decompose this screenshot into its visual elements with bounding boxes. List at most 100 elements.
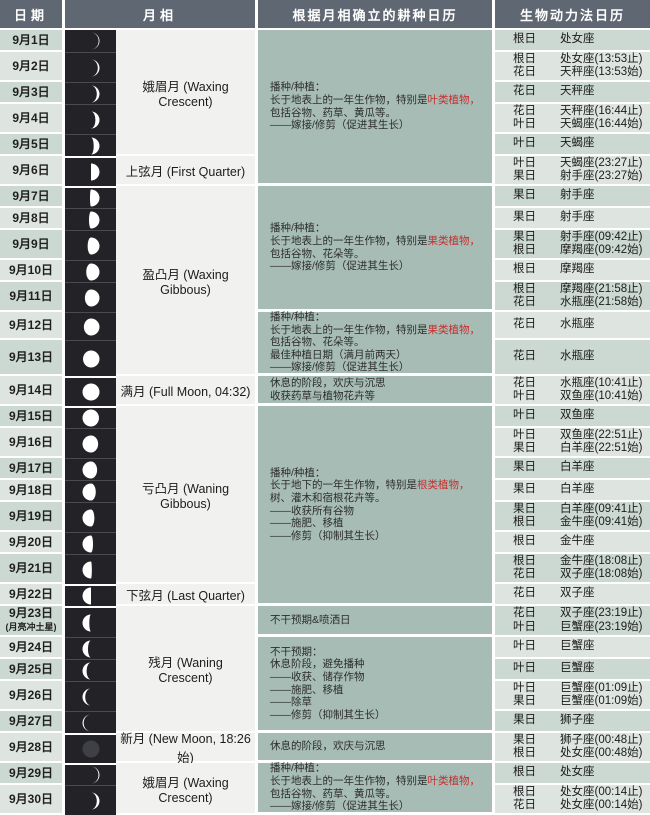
moon-phase-label: 满月 (Full Moon, 04:32) — [116, 376, 255, 406]
moon-icon-cell — [65, 763, 116, 785]
bio-day-type: 果日 — [513, 170, 536, 182]
planting-line: 最佳种植日期（满月前两天） — [270, 349, 486, 362]
bio-zodiac: 水瓶座 — [560, 318, 595, 331]
date-label: 9月16日 — [8, 434, 54, 449]
date-label: 9月7日 — [12, 188, 50, 203]
bio-zodiac: 水瓶座 — [560, 350, 595, 363]
bio-row: 根日 金牛座 — [495, 532, 650, 554]
waning-moon-icon — [82, 435, 98, 452]
bio-entry: 花日 双子座(18:08始) — [513, 568, 650, 582]
moon-icon-cell — [65, 428, 116, 458]
date-cell: 9月15日 — [0, 406, 62, 428]
waxing-moon-icon — [90, 59, 99, 76]
bio-day-type: 叶日 — [513, 118, 536, 130]
date-label: 9月15日 — [8, 408, 54, 423]
planting-section: 播种/种植： 长于地表上的一年生作物，特别是果类植物， 包括谷物、花朵等。 ——嫁接/… — [258, 186, 492, 312]
bio-zodiac: 巨蟹座(01:09止) — [560, 681, 643, 694]
bio-row: 果日 白羊座 — [495, 458, 650, 480]
bio-row: 花日 水瓶座 — [495, 340, 650, 376]
planting-text: ——施肥、移植 — [270, 517, 344, 530]
bio-row: 根日 摩羯座 — [495, 260, 650, 282]
bio-entry: 根日 摩羯座(21:58止) — [513, 283, 650, 297]
bio-row: 果日 白羊座 — [495, 480, 650, 502]
moon-icon-cell — [65, 659, 116, 681]
date-cell: 9月28日 — [0, 733, 62, 763]
bio-entry: 花日 天秤座(13:53始) — [513, 66, 650, 80]
moon-phase-label: 娥眉月 (Waxing Crescent) — [116, 30, 255, 156]
moon-icon-cell — [65, 637, 116, 659]
planting-line: ——施肥、移植 — [270, 684, 486, 697]
bio-day-type: 果日 — [513, 502, 536, 515]
bio-zodiac: 处女座(00:14止) — [560, 785, 643, 798]
bio-row: 叶日 巨蟹座 — [495, 637, 650, 659]
moon-icon-cell — [65, 340, 116, 376]
bio-zodiac: 巨蟹座 — [560, 662, 595, 675]
date-cell: 9月2日 — [0, 52, 62, 82]
bio-day-type: 花日 — [513, 607, 536, 619]
date-cell: 9月4日 — [0, 104, 62, 134]
moon-icon-cell — [65, 458, 116, 480]
planting-line: 包括谷物、药草、黄瓜等。 — [270, 788, 486, 801]
date-cell: 9月14日 — [0, 376, 62, 406]
bio-row: 果日 射手座 — [495, 186, 650, 208]
moon-icon-cell — [65, 82, 116, 104]
bio-entry: 果日 射手座(23:27始) — [513, 170, 650, 184]
moon-phase-label: 盈凸月 (Waxing Gibbous) — [116, 186, 255, 376]
moon-icon-cell — [65, 260, 116, 282]
planting-line: 长于地下的一年生作物，特别是根类植物， — [270, 479, 486, 492]
plant-type-highlight: 根类植物， — [417, 479, 470, 492]
planting-line: ——施肥、移植 — [270, 517, 486, 530]
waxing-moon-icon — [90, 85, 99, 102]
date-cell: 9月5日 — [0, 134, 62, 156]
date-label: 9月18日 — [8, 482, 54, 497]
date-cell: 9月13日 — [0, 340, 62, 376]
moon-icon-cell — [65, 406, 116, 428]
bio-entry: 叶日 巨蟹座 — [513, 662, 650, 676]
date-label: 9月12日 — [8, 317, 54, 332]
waning-moon-icon — [82, 640, 91, 657]
planting-text: ——嫁接/修剪（促进其生长） — [270, 800, 410, 813]
bio-entry: 果日 射手座(09:42止) — [513, 231, 650, 245]
bio-day-type: 根日 — [513, 33, 536, 46]
date-label: 9月4日 — [12, 110, 50, 125]
bio-entry: 根日 摩羯座 — [513, 263, 650, 277]
planting-text: 休息的阶段，欢庆与沉思 — [270, 740, 386, 753]
moon-icon-cell — [65, 230, 116, 260]
moon-icon-cell — [65, 376, 116, 406]
bio-zodiac: 金牛座(09:41始) — [560, 516, 643, 528]
date-cell: 9月10日 — [0, 260, 62, 282]
planting-text: 长于地下的一年生作物，特别是 — [270, 479, 417, 492]
moon-icon-cell — [65, 584, 116, 606]
bio-day-type: 叶日 — [513, 662, 536, 675]
bio-entry: 花日 处女座(00:14始) — [513, 799, 650, 813]
waning-moon-icon — [82, 714, 91, 731]
bio-entry: 根日 处女座(13:53止) — [513, 53, 650, 67]
bio-day-type: 根日 — [513, 766, 536, 779]
bio-entry: 果日 白羊座(09:41止) — [513, 503, 650, 517]
waning-moon-icon — [82, 614, 91, 631]
bio-day-type: 花日 — [513, 318, 536, 331]
bio-day-type: 叶日 — [513, 620, 536, 633]
bio-entry: 叶日 天蝎座 — [513, 137, 650, 151]
planting-text: ——嫁接/修剪（促进其生长） — [270, 361, 410, 374]
bio-row: 果日 射手座(09:42止) 根日 摩羯座(09:42始) — [495, 230, 650, 260]
bio-zodiac: 射手座 — [560, 189, 595, 202]
planting-text: 不干预期&喷洒日 — [270, 613, 351, 626]
bio-row: 花日 双子座(23:19止) 叶日 巨蟹座(23:19始) — [495, 606, 650, 637]
planting-line: ——嫁接/修剪（促进其生长） — [270, 800, 486, 813]
date-label: 9月24日 — [8, 639, 54, 654]
bio-day-type: 花日 — [513, 85, 536, 98]
moon-icon-cell — [65, 186, 116, 208]
bio-day-type: 叶日 — [513, 409, 536, 422]
moon-icon-cell — [65, 681, 116, 711]
bio-day-type: 根日 — [513, 52, 536, 65]
date-label: 9月11日 — [9, 288, 53, 303]
moon-icon-cell — [65, 282, 116, 312]
bio-entry: 果日 射手座 — [513, 211, 650, 225]
bio-entry: 根日 金牛座(18:08止) — [513, 555, 650, 569]
bio-day-type: 果日 — [513, 189, 536, 202]
planting-text: 休息阶段，避免播种 — [270, 658, 365, 671]
date-label: 9月21日 — [8, 560, 54, 575]
moon-icon-cell — [65, 502, 116, 532]
bio-day-type: 果日 — [513, 483, 536, 496]
